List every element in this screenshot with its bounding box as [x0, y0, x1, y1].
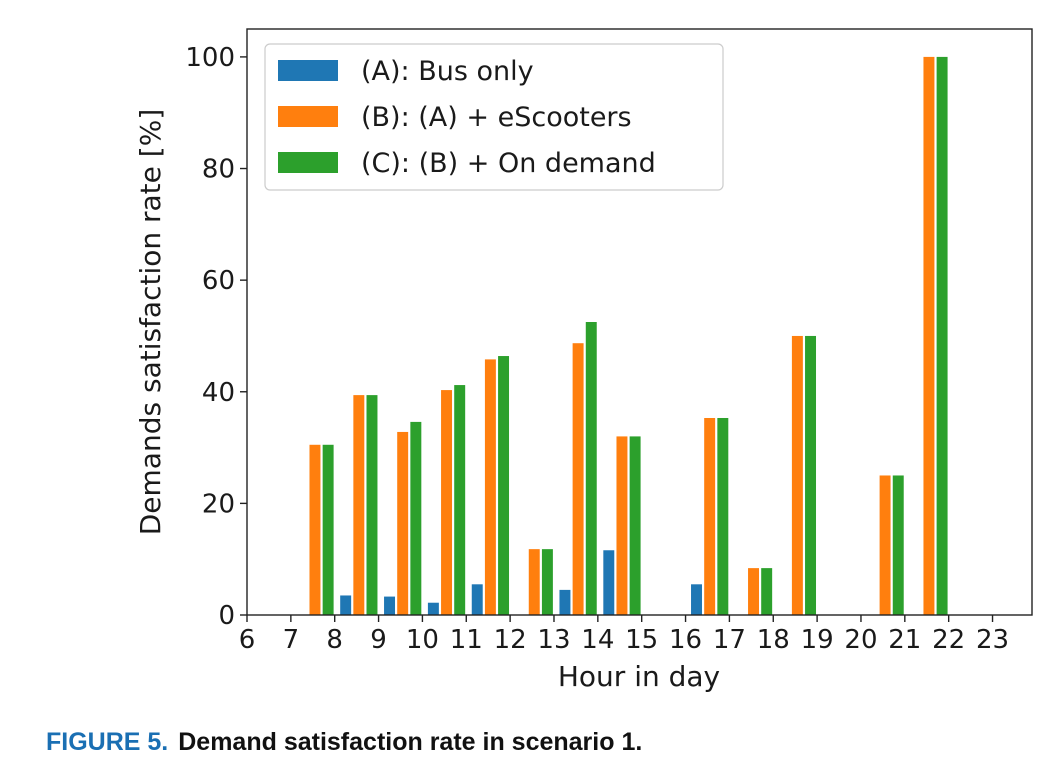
y-tick-label: 20 [202, 489, 235, 519]
bar-series-b-hour-12 [528, 549, 540, 615]
bar-series-c-hour-9 [410, 421, 422, 615]
bar-series-b-hour-17 [748, 568, 760, 615]
bar-series-c-hour-8 [366, 395, 378, 615]
x-tick-label: 6 [239, 625, 256, 655]
x-tick-label: 22 [932, 625, 965, 655]
bar-series-a-hour-11 [471, 584, 483, 615]
y-tick-label: 100 [185, 43, 235, 73]
bar-series-c-hour-16 [717, 417, 729, 615]
legend-box [264, 43, 724, 191]
legend-label-series-c: (C): (B) + On demand [361, 148, 656, 179]
caption-text: Demand satisfaction rate in scenario 1. [178, 728, 643, 756]
x-tick-label: 9 [370, 625, 387, 655]
bar-series-c-hour-10 [454, 385, 466, 615]
bar-series-b-hour-7 [309, 444, 321, 615]
legend-swatch-series-b [278, 106, 338, 127]
bar-series-b-hour-14 [616, 436, 628, 615]
y-axis-label: Demands satisfaction rate [%] [134, 109, 167, 536]
x-tick-label: 21 [888, 625, 921, 655]
x-tick-label: 8 [326, 625, 343, 655]
legend-label-series-b: (B): (A) + eScooters [361, 102, 632, 133]
x-tick-label: 14 [581, 625, 614, 655]
bar-series-a-hour-8 [340, 595, 352, 615]
x-tick-label: 19 [801, 625, 834, 655]
y-axis: 0 20 40 60 80 100 [185, 43, 247, 631]
bar-series-c-hour-12 [541, 549, 553, 615]
figure-caption: FIGURE 5. Demand satisfaction rate in sce… [46, 728, 642, 757]
bar-chart: 0 20 40 60 80 100 6 7 8 9 10 11 12 13 14 15 16 17 18 19 20 2… [134, 28, 1033, 693]
bars-group [309, 56, 948, 615]
bar-series-c-hour-17 [761, 568, 773, 615]
bar-series-a-hour-9 [384, 596, 396, 615]
bar-series-b-hour-13 [572, 343, 584, 615]
x-tick-label: 17 [713, 625, 746, 655]
y-tick-label: 0 [218, 601, 235, 631]
legend-swatch-series-c [278, 152, 338, 173]
bar-series-b-hour-20 [879, 475, 891, 615]
x-tick-label: 15 [625, 625, 658, 655]
x-axis-label: Hour in day [558, 660, 720, 693]
bar-series-b-hour-11 [484, 359, 496, 615]
plot-frame [246, 28, 1033, 616]
bar-series-c-hour-14 [629, 436, 641, 615]
y-tick-label: 80 [202, 155, 235, 185]
x-axis: 6 7 8 9 10 11 12 13 14 15 16 17 18 19 20 21 22 23 [239, 615, 1009, 655]
bar-series-b-hour-9 [397, 431, 409, 615]
x-tick-label: 20 [844, 625, 877, 655]
bar-series-b-hour-21 [923, 56, 935, 615]
y-tick-label: 40 [202, 378, 235, 408]
bar-series-a-hour-13 [559, 589, 571, 615]
x-tick-label: 18 [757, 625, 790, 655]
bar-series-c-hour-20 [892, 475, 904, 615]
x-tick-label: 16 [669, 625, 702, 655]
bar-series-b-hour-16 [704, 417, 716, 615]
bar-series-b-hour-8 [353, 395, 365, 615]
bar-series-a-hour-16 [691, 584, 702, 615]
bar-series-c-hour-21 [936, 56, 948, 615]
x-tick-label: 12 [494, 625, 527, 655]
x-tick-label: 10 [406, 625, 439, 655]
bar-series-a-hour-10 [427, 602, 439, 615]
bar-series-c-hour-11 [498, 356, 510, 615]
bar-series-b-hour-18 [791, 335, 803, 615]
bar-series-c-hour-18 [805, 335, 817, 615]
legend: (A): Bus only (B): (A) + eScooters (C): (B… [264, 43, 724, 191]
x-tick-label: 13 [537, 625, 570, 655]
bar-series-a-hour-14 [603, 550, 615, 615]
bar-series-c-hour-7 [322, 444, 334, 615]
y-tick-label: 60 [202, 266, 235, 296]
legend-swatch-series-a [278, 60, 338, 81]
bar-series-b-hour-10 [441, 390, 453, 615]
figure-number: FIGURE 5. [46, 728, 169, 756]
x-tick-label: 11 [450, 625, 483, 655]
legend-label-series-a: (A): Bus only [361, 56, 534, 87]
x-tick-label: 23 [976, 625, 1009, 655]
bar-series-c-hour-13 [585, 322, 597, 615]
x-tick-label: 7 [283, 625, 300, 655]
